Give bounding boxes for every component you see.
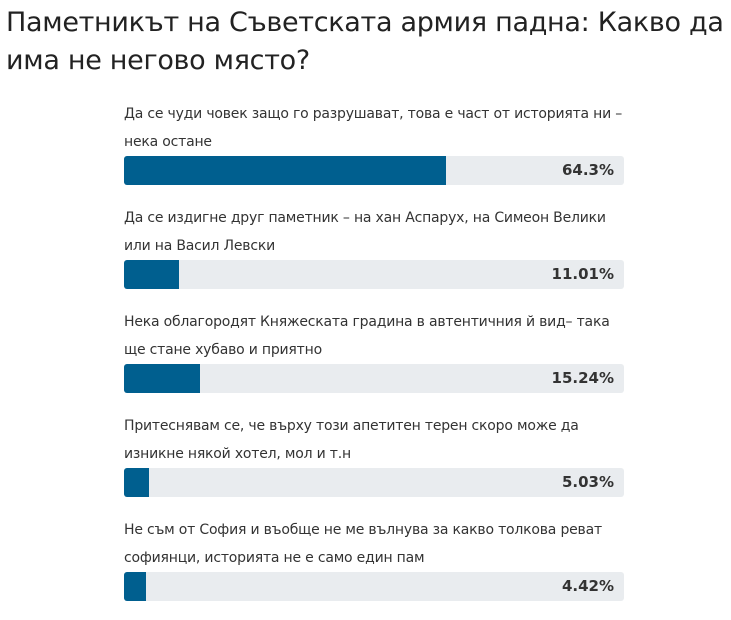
- result-fill: [124, 572, 147, 601]
- option-label: Нека облагородят Княжеската градина в ав…: [124, 314, 610, 358]
- poll-title: Паметникът на Съветската армия падна: Ка…: [6, 7, 724, 76]
- poll-option[interactable]: Притеснявам се, че върху този апетитен т…: [124, 412, 624, 516]
- result-fill: [124, 468, 150, 497]
- result-fill: [124, 364, 201, 393]
- poll-option[interactable]: Не съм от София и въобще не ме вълнува з…: [124, 516, 624, 620]
- result-percent: 11.01%: [551, 265, 614, 283]
- result-fill: [124, 260, 180, 289]
- result-percent: 5.03%: [561, 473, 614, 491]
- option-label: Да се чуди човек защо го разрушават, тов…: [124, 106, 623, 150]
- result-bar: 15.24%: [124, 364, 624, 393]
- result-fill: [124, 156, 446, 185]
- option-label: Да се издигне друг паметник – на хан Асп…: [124, 210, 606, 254]
- option-label: Притеснявам се, че върху този апетитен т…: [124, 418, 579, 462]
- result-percent: 4.42%: [561, 577, 614, 595]
- poll-options: Да се чуди човек защо го разрушават, тов…: [124, 100, 624, 620]
- option-label: Не съм от София и въобще не ме вълнува з…: [124, 522, 602, 566]
- result-bar: 5.03%: [124, 468, 624, 497]
- result-bar: 4.42%: [124, 572, 624, 601]
- poll-option[interactable]: Да се издигне друг паметник – на хан Асп…: [124, 204, 624, 308]
- poll-option[interactable]: Да се чуди човек защо го разрушават, тов…: [124, 100, 624, 204]
- poll-option[interactable]: Нека облагородят Княжеската градина в ав…: [124, 308, 624, 412]
- result-bar: 64.3%: [124, 156, 624, 185]
- result-bar: 11.01%: [124, 260, 624, 289]
- result-percent: 64.3%: [561, 161, 614, 179]
- result-percent: 15.24%: [551, 369, 614, 387]
